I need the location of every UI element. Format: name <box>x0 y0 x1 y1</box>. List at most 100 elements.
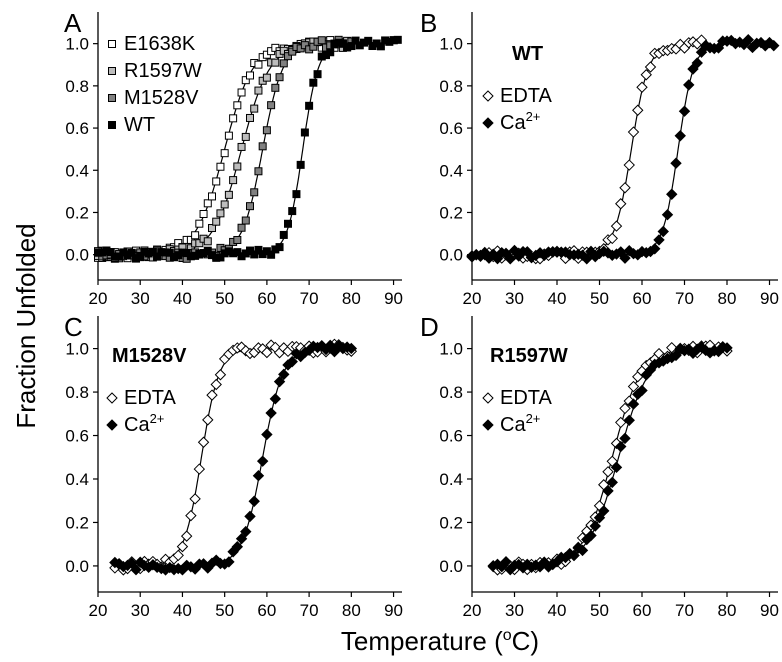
y-tick-label: 1.0 <box>439 35 463 54</box>
data-point <box>691 57 703 69</box>
data-point <box>237 88 246 97</box>
data-point <box>619 252 631 264</box>
x-tick-label: 90 <box>760 289 779 308</box>
x-tick-label: 40 <box>173 289 192 308</box>
legend-label-superscript: 2+ <box>150 411 165 426</box>
data-point <box>393 35 402 44</box>
x-tick-label: 30 <box>505 289 524 308</box>
data-point <box>271 83 280 92</box>
data-point <box>300 41 309 50</box>
y-tick-label: 0.4 <box>439 161 463 180</box>
data-point <box>229 176 238 185</box>
data-point <box>229 114 238 123</box>
legend-title: WT <box>512 43 543 65</box>
data-point <box>296 160 305 169</box>
data-point <box>261 428 273 441</box>
data-point <box>598 505 610 517</box>
data-point <box>126 557 138 569</box>
legend-marker <box>108 94 116 102</box>
data-point <box>317 36 326 45</box>
data-point <box>233 162 242 171</box>
x-tick-label: 80 <box>342 601 361 620</box>
data-point <box>199 209 208 218</box>
data-point <box>195 219 204 228</box>
data-point <box>240 525 252 538</box>
data-point <box>284 52 292 61</box>
data-point <box>278 368 290 381</box>
data-point <box>309 78 318 87</box>
x-tick-label: 30 <box>505 601 524 620</box>
panel-letter: C <box>64 312 83 342</box>
data-point <box>644 61 657 73</box>
y-axis-label: Fraction Unfolded <box>11 223 41 428</box>
data-point <box>292 190 301 199</box>
data-point <box>250 188 259 197</box>
x-tick-label: 60 <box>633 289 652 308</box>
legend-marker <box>482 392 494 404</box>
x-tick-label: 80 <box>718 289 737 308</box>
data-point <box>254 167 263 176</box>
legend-marker <box>482 90 494 102</box>
data-point <box>202 414 214 426</box>
x-tick-label: 20 <box>463 289 482 308</box>
y-tick-label: 1.0 <box>65 340 89 359</box>
fit-line <box>472 43 706 256</box>
series-edta <box>466 34 712 265</box>
data-point <box>288 47 297 56</box>
panel-letter: A <box>64 8 82 38</box>
data-point <box>241 76 250 85</box>
data-point <box>670 349 682 362</box>
data-point <box>197 436 210 448</box>
data-point <box>206 389 218 401</box>
series-ca <box>466 34 780 265</box>
y-tick-label: 1.0 <box>439 340 463 359</box>
legend-label-superscript: 2+ <box>526 411 541 426</box>
data-point <box>265 407 277 419</box>
x-tick-label: 50 <box>590 601 609 620</box>
data-point <box>106 248 115 257</box>
data-point <box>254 86 263 95</box>
data-point <box>241 132 250 141</box>
data-point <box>615 416 627 429</box>
data-point <box>632 104 644 116</box>
x-tick-label: 40 <box>548 289 567 308</box>
x-tick-label: 90 <box>384 601 403 620</box>
data-point <box>233 248 242 257</box>
data-point <box>256 455 269 467</box>
x-tick-label: 20 <box>89 289 108 308</box>
data-point <box>309 42 318 51</box>
y-tick-label: 0.2 <box>439 513 463 532</box>
x-tick-label: 60 <box>633 601 652 620</box>
legend-marker <box>106 419 118 431</box>
data-point <box>235 532 248 545</box>
x-tick-label: 50 <box>590 289 609 308</box>
data-point <box>623 414 635 427</box>
data-point <box>185 509 197 522</box>
data-point <box>636 81 648 93</box>
data-point <box>220 200 229 209</box>
x-tick-label: 60 <box>257 289 276 308</box>
legend-label-superscript: 2+ <box>526 109 541 124</box>
data-point <box>176 540 189 553</box>
y-tick-label: 0.8 <box>65 383 89 402</box>
data-point <box>246 71 254 80</box>
legend-label: E1638K <box>124 33 196 55</box>
x-axis-label: Temperature (oC) <box>341 626 539 656</box>
data-point <box>284 219 292 228</box>
y-tick-label: 0.2 <box>65 203 89 222</box>
x-tick-label: 90 <box>760 601 779 620</box>
data-point <box>568 549 580 562</box>
x-tick-label: 40 <box>548 601 567 620</box>
data-point <box>216 209 225 218</box>
y-tick-label: 0.6 <box>439 119 463 138</box>
data-point <box>180 530 193 542</box>
data-point <box>248 495 260 507</box>
data-point <box>208 192 216 201</box>
data-point <box>216 253 225 262</box>
data-point <box>305 101 314 110</box>
data-point <box>657 225 669 238</box>
x-tick-label: 30 <box>131 289 150 308</box>
x-tick-label: 50 <box>215 601 234 620</box>
data-point <box>231 541 244 553</box>
